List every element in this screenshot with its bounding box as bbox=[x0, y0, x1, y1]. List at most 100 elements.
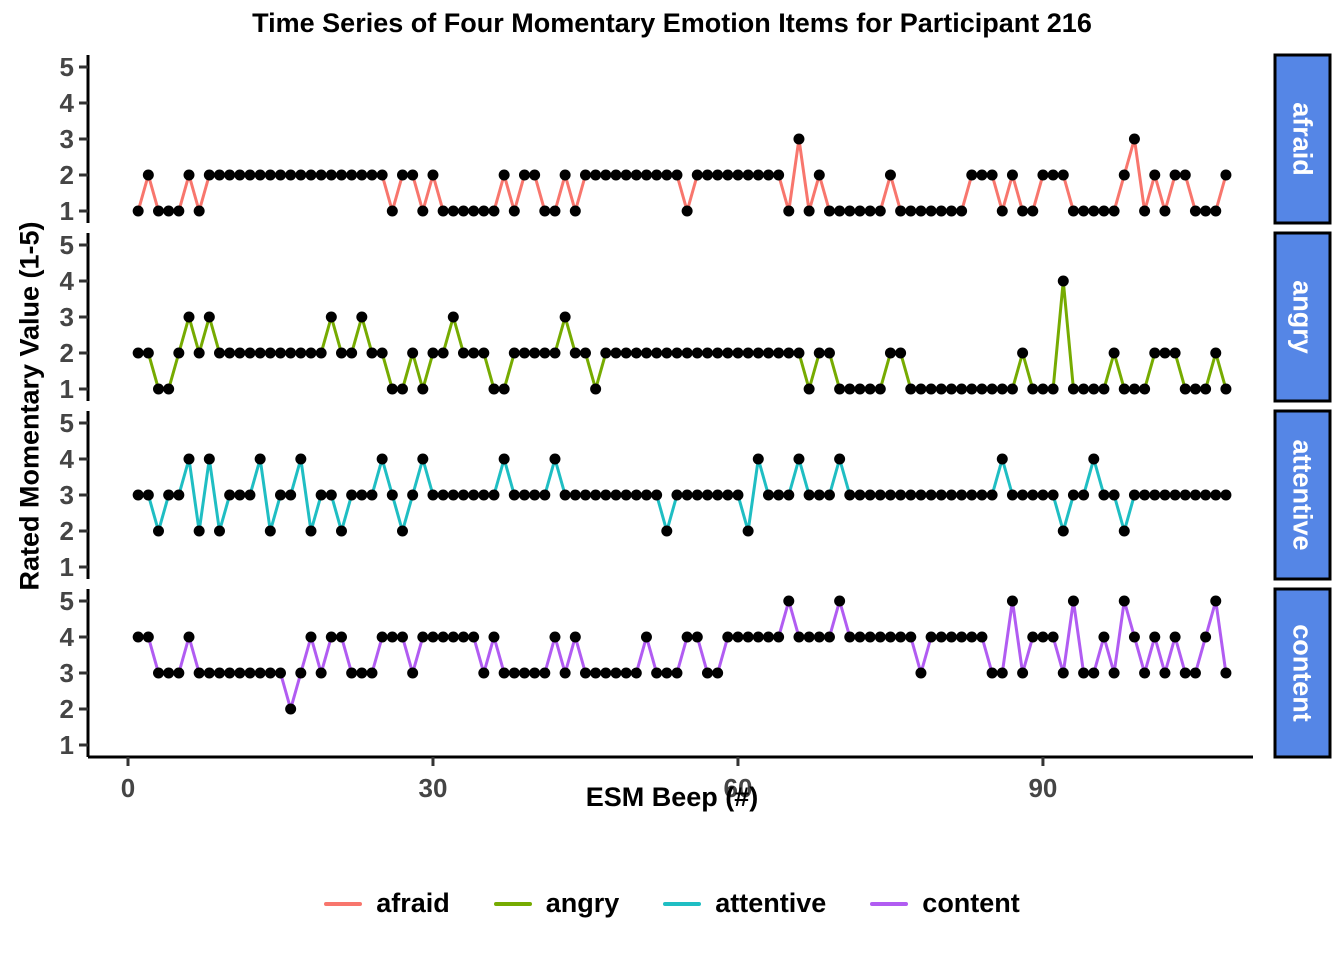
data-point bbox=[1139, 489, 1151, 501]
data-point bbox=[447, 631, 459, 643]
data-point bbox=[305, 347, 317, 359]
data-point bbox=[1067, 489, 1079, 501]
data-point bbox=[1128, 383, 1140, 395]
data-point bbox=[844, 383, 856, 395]
facet-strip-box bbox=[1273, 409, 1332, 581]
data-point bbox=[1179, 383, 1191, 395]
data-point bbox=[427, 347, 439, 359]
data-point bbox=[569, 489, 581, 501]
data-point bbox=[569, 205, 581, 217]
data-point bbox=[549, 631, 561, 643]
data-point bbox=[1017, 347, 1029, 359]
y-tick-label: 2 bbox=[60, 516, 74, 546]
y-tick-label: 3 bbox=[60, 124, 74, 154]
data-point bbox=[722, 347, 734, 359]
data-point bbox=[966, 631, 978, 643]
data-point bbox=[274, 169, 286, 181]
data-point bbox=[203, 311, 215, 323]
data-point bbox=[823, 631, 835, 643]
facet-panel-angry: 5 4 3 2 1 bbox=[60, 230, 1232, 404]
data-point bbox=[915, 383, 927, 395]
data-point bbox=[823, 489, 835, 501]
data-point bbox=[712, 347, 724, 359]
data-point bbox=[213, 525, 225, 537]
data-point bbox=[742, 347, 754, 359]
data-point bbox=[1027, 631, 1039, 643]
data-point bbox=[386, 205, 398, 217]
data-point bbox=[905, 489, 917, 501]
data-point bbox=[874, 205, 886, 217]
data-point bbox=[407, 667, 419, 679]
data-point bbox=[1210, 489, 1222, 501]
data-point bbox=[488, 489, 500, 501]
data-point bbox=[366, 667, 378, 679]
data-point bbox=[1088, 453, 1100, 465]
data-point bbox=[193, 667, 205, 679]
data-point bbox=[1037, 631, 1049, 643]
data-point bbox=[1200, 489, 1212, 501]
data-point bbox=[183, 169, 195, 181]
data-point bbox=[285, 347, 297, 359]
data-point bbox=[274, 489, 286, 501]
data-point bbox=[549, 205, 561, 217]
series-line-content bbox=[138, 595, 1228, 715]
data-point bbox=[529, 347, 541, 359]
data-point bbox=[1006, 595, 1018, 607]
data-point bbox=[1210, 595, 1222, 607]
data-point bbox=[498, 453, 510, 465]
data-point bbox=[285, 169, 297, 181]
data-point bbox=[915, 205, 927, 217]
data-point bbox=[996, 453, 1008, 465]
data-point bbox=[691, 169, 703, 181]
data-point bbox=[366, 347, 378, 359]
legend: afraid angry attentive content bbox=[0, 888, 1344, 919]
data-point bbox=[478, 347, 490, 359]
data-point bbox=[1006, 489, 1018, 501]
data-point bbox=[793, 133, 805, 145]
data-point bbox=[610, 489, 622, 501]
data-point bbox=[1067, 595, 1079, 607]
data-point bbox=[427, 169, 439, 181]
data-point bbox=[285, 703, 297, 715]
data-point bbox=[773, 347, 785, 359]
data-point bbox=[773, 169, 785, 181]
legend-label-angry: angry bbox=[545, 888, 620, 918]
y-tick-label: 3 bbox=[60, 480, 74, 510]
data-point bbox=[325, 169, 337, 181]
data-point bbox=[132, 347, 144, 359]
y-tick-label: 4 bbox=[60, 444, 75, 474]
data-point bbox=[976, 489, 988, 501]
data-point bbox=[895, 205, 907, 217]
data-point bbox=[793, 347, 805, 359]
data-point bbox=[529, 489, 541, 501]
data-point bbox=[834, 205, 846, 217]
data-point bbox=[864, 489, 876, 501]
data-point bbox=[346, 169, 358, 181]
data-point bbox=[457, 347, 469, 359]
data-point bbox=[1149, 347, 1161, 359]
data-point bbox=[1078, 383, 1090, 395]
data-point bbox=[651, 169, 663, 181]
data-point bbox=[813, 489, 825, 501]
y-tick-label: 5 bbox=[60, 230, 74, 260]
data-point bbox=[884, 347, 896, 359]
data-point bbox=[773, 489, 785, 501]
data-point bbox=[163, 489, 175, 501]
data-point bbox=[203, 453, 215, 465]
facet-panel-content: 5 4 3 2 1 bbox=[60, 586, 1232, 760]
data-point bbox=[996, 205, 1008, 217]
data-point bbox=[539, 205, 551, 217]
data-point bbox=[142, 631, 154, 643]
data-point bbox=[661, 525, 673, 537]
data-point bbox=[610, 667, 622, 679]
data-point bbox=[620, 667, 632, 679]
data-point bbox=[956, 383, 968, 395]
data-point bbox=[447, 205, 459, 217]
data-point bbox=[640, 169, 652, 181]
y-tick-label: 4 bbox=[60, 88, 75, 118]
data-point bbox=[590, 667, 602, 679]
data-point bbox=[803, 631, 815, 643]
data-point bbox=[895, 347, 907, 359]
data-point bbox=[742, 631, 754, 643]
data-point bbox=[325, 311, 337, 323]
